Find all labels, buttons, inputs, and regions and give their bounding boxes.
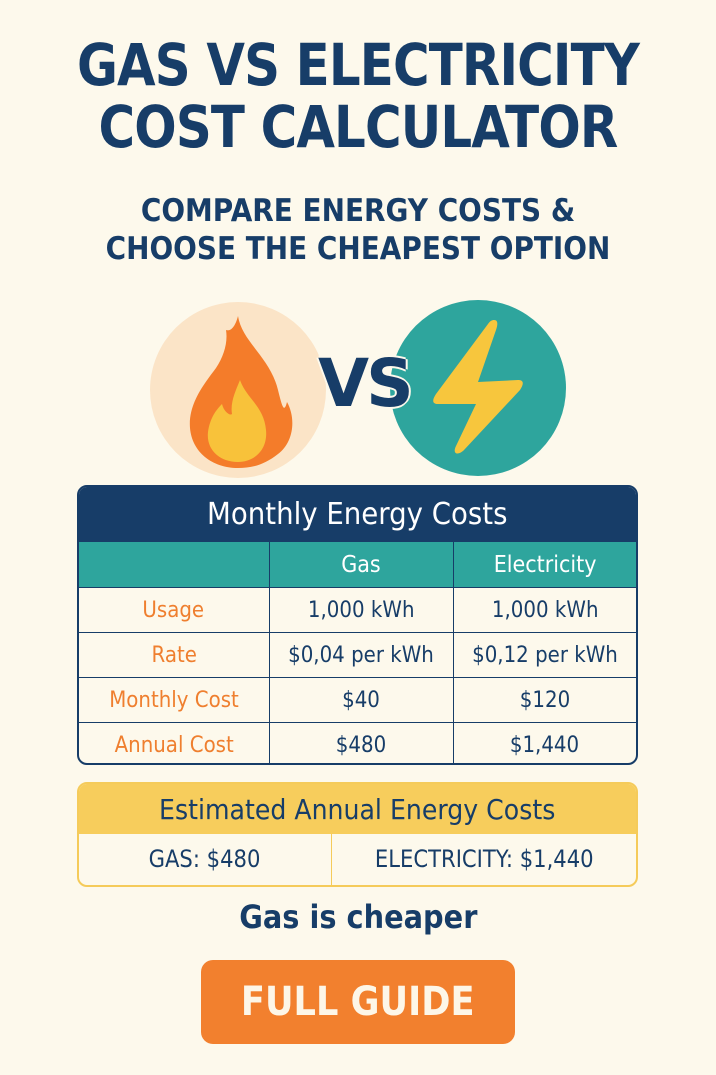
electricity-cell: $1,440 <box>452 722 636 763</box>
table-row: Rate $0,04 per kWh $0,12 per kWh <box>79 632 636 678</box>
monthly-costs-table: Monthly Energy Costs Gas Electricity Usa… <box>77 485 638 765</box>
row-label: Annual Cost <box>79 722 270 763</box>
electricity-cell: $120 <box>452 677 636 723</box>
row-label: Monthly Cost <box>79 677 270 723</box>
table-row: Monthly Cost $40 $120 <box>79 677 636 723</box>
annual-summary-card: Estimated Annual Energy Costs GAS: $480 … <box>77 782 638 887</box>
verdict-text: Gas is cheaper <box>238 898 478 936</box>
costs-table: Gas Electricity Usage 1,000 kWh 1,000 kW… <box>79 542 636 763</box>
comparison-graphic: VS <box>0 300 716 478</box>
subtitle-line-1: COMPARE ENERGY COSTS & <box>140 193 576 229</box>
column-header-electricity: Electricity <box>452 542 636 588</box>
electricity-cell: $0,12 per kWh <box>452 632 636 678</box>
title-line-1: GAS VS ELECTRICITY <box>76 31 640 99</box>
column-header-gas: Gas <box>268 542 454 588</box>
gas-cell: $40 <box>268 677 454 723</box>
electricity-annual-total: ELECTRICITY: $1,440 <box>374 845 594 873</box>
row-label: Rate <box>79 632 270 678</box>
gas-cell: $0,04 per kWh <box>268 632 454 678</box>
subtitle-line-2: CHOOSE THE CHEAPEST OPTION <box>105 231 611 267</box>
table-title: Monthly Energy Costs <box>79 487 636 542</box>
title-line-2: COST CALCULATOR <box>98 93 619 161</box>
summary-title: Estimated Annual Energy Costs <box>79 784 636 834</box>
vs-label: VS <box>318 345 414 422</box>
gas-circle <box>150 302 326 478</box>
page-subtitle: COMPARE ENERGY COSTS & CHOOSE THE CHEAPE… <box>36 192 680 268</box>
summary-row: GAS: $480 ELECTRICITY: $1,440 <box>79 834 636 885</box>
row-label: Usage <box>79 587 270 633</box>
column-header-blank <box>79 542 270 588</box>
lightning-bolt-icon <box>433 320 523 454</box>
gas-cell: 1,000 kWh <box>268 587 454 633</box>
table-header-row: Gas Electricity <box>79 542 636 588</box>
electricity-cell: 1,000 kWh <box>452 587 636 633</box>
flame-icon <box>189 316 293 468</box>
table-row: Usage 1,000 kWh 1,000 kWh <box>79 587 636 633</box>
electricity-circle <box>390 300 566 476</box>
table-row: Annual Cost $480 $1,440 <box>79 722 636 763</box>
gas-annual-total: GAS: $480 <box>79 834 332 885</box>
gas-cell: $480 <box>268 722 454 763</box>
page-title: GAS VS ELECTRICITY COST CALCULATOR <box>50 34 666 158</box>
full-guide-button[interactable]: FULL GUIDE <box>201 960 515 1044</box>
